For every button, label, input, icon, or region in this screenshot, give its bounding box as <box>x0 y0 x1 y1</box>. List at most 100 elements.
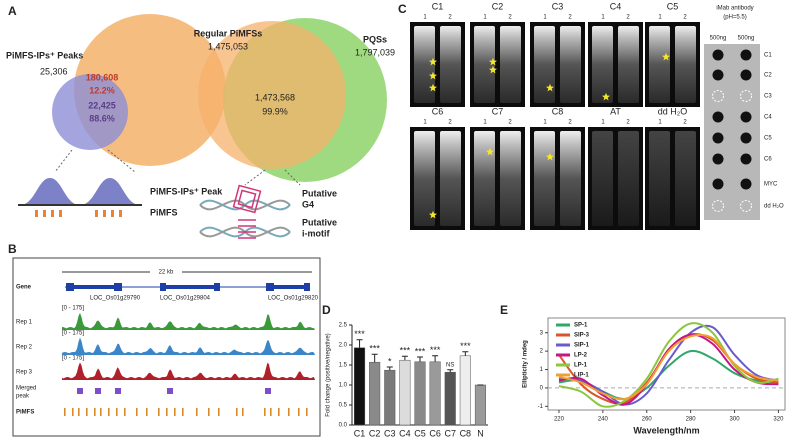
legend-label: PiMFS-IPs⁺ Peak <box>150 186 223 196</box>
star <box>486 147 494 156</box>
bar <box>444 371 456 426</box>
panel-label: D <box>322 303 331 317</box>
pimfs-ticks <box>35 210 122 217</box>
dot-row-label: C3 <box>764 94 772 100</box>
icon-label: Putative <box>302 217 337 227</box>
lane-label: 2 <box>683 15 687 21</box>
connector <box>54 149 73 173</box>
error-bar <box>417 356 423 362</box>
pimfs-tick <box>72 408 74 416</box>
x-tick-label: 300 <box>730 417 741 423</box>
bar <box>399 359 411 426</box>
pimfs-tick <box>86 408 88 416</box>
antibody-label: (pH=5.5) <box>723 15 747 21</box>
gel-lane <box>414 131 435 226</box>
lane-label: 2 <box>626 15 630 21</box>
legend-label: SP-1 <box>574 323 588 329</box>
venn-circle <box>52 74 128 150</box>
lane-label: 2 <box>568 120 572 126</box>
pimfs-tick <box>158 408 160 416</box>
dot <box>740 111 752 123</box>
amount-label: 500ng <box>738 36 755 42</box>
star <box>489 57 497 66</box>
set-label: PiMFS-IPs⁺ Peaks <box>6 50 83 60</box>
panel-b: B 22 kb Gene LOC_Os01g29790 LOC_Os01g298… <box>8 242 321 437</box>
locus-label: LOC_Os01g29804 <box>160 296 211 302</box>
lane-label: 1 <box>658 120 662 126</box>
y-axis-title: Ellipticity / mdeg <box>523 340 529 388</box>
dot <box>740 132 752 144</box>
dna-icon <box>199 184 291 239</box>
pimfs-tick <box>100 408 102 416</box>
significance: *** <box>460 341 471 351</box>
gel-lane <box>618 131 639 226</box>
lane-label: 2 <box>448 15 452 21</box>
gel-label: C4 <box>610 1 622 11</box>
series-line <box>558 349 779 400</box>
pimfs-tick <box>78 408 80 416</box>
pimfs-tick <box>306 408 308 416</box>
range-label: [0 - 175] <box>62 306 84 312</box>
pimfs-tick <box>146 408 148 416</box>
star <box>429 71 437 80</box>
overlap-count: 180,608 <box>86 72 119 82</box>
dot-row-label: C1 <box>764 53 772 59</box>
pimfs-tick <box>108 408 110 416</box>
x-tick-label: C3 <box>384 428 396 438</box>
legend-label: LP-1 <box>574 363 588 369</box>
lane-label: 1 <box>601 15 605 21</box>
gel-lane <box>414 26 435 103</box>
series-line <box>558 333 779 401</box>
overlap-count: 22,425 <box>88 100 116 110</box>
panel-label: B <box>8 242 17 256</box>
amount-label: 500ng <box>710 36 727 42</box>
legend-label: LP-2 <box>574 353 588 359</box>
plot-frame <box>547 317 786 411</box>
y-tick-label: 1 <box>540 367 544 373</box>
pimfs-tick <box>264 408 266 416</box>
pimfs-tick <box>116 408 118 416</box>
x-tick-label: C2 <box>369 428 381 438</box>
gel-lane <box>534 26 555 103</box>
x-tick-label: C1 <box>354 428 366 438</box>
connector <box>107 149 136 173</box>
track-label: PiMFS <box>16 410 34 416</box>
star <box>546 152 554 161</box>
y-tick-label: 2.0 <box>339 343 348 349</box>
x-tick-label: C4 <box>399 428 411 438</box>
star <box>429 57 437 66</box>
dot-row-label: dd H₂O <box>764 204 784 210</box>
significance: * <box>388 356 392 366</box>
dot <box>712 200 724 212</box>
bar <box>369 361 381 426</box>
set-label: PQSs <box>363 34 387 44</box>
dot <box>712 111 724 123</box>
pimfs-tick <box>64 408 66 416</box>
merged-peak <box>77 388 83 394</box>
gel-lane <box>500 131 521 226</box>
pimfs-tick <box>236 408 238 416</box>
lane-label: 2 <box>448 120 452 126</box>
gel-lane <box>560 26 581 103</box>
set-count: 1,475,053 <box>208 41 248 51</box>
icon-label: i-motif <box>302 228 330 238</box>
lane-label: 2 <box>568 15 572 21</box>
star <box>662 52 670 61</box>
overlap-pct: 99.9% <box>262 106 288 116</box>
dot-row-label: C4 <box>764 115 772 121</box>
gel-label: C3 <box>552 1 564 11</box>
dot <box>712 90 724 102</box>
merged-peak <box>95 388 101 394</box>
range-label: [0 - 175] <box>62 331 84 337</box>
star <box>429 83 437 92</box>
x-tick-label: 320 <box>773 417 784 423</box>
gel-lane <box>560 131 581 226</box>
lane-label: 2 <box>508 15 512 21</box>
gel-lane <box>592 131 613 226</box>
dot-row-label: C5 <box>764 136 772 142</box>
gel-lane <box>534 131 555 226</box>
x-axis-title: Wavelength/nm <box>633 425 699 435</box>
x-tick-label: C7 <box>444 428 456 438</box>
star <box>602 92 610 101</box>
set-count: 1,797,039 <box>355 47 395 57</box>
